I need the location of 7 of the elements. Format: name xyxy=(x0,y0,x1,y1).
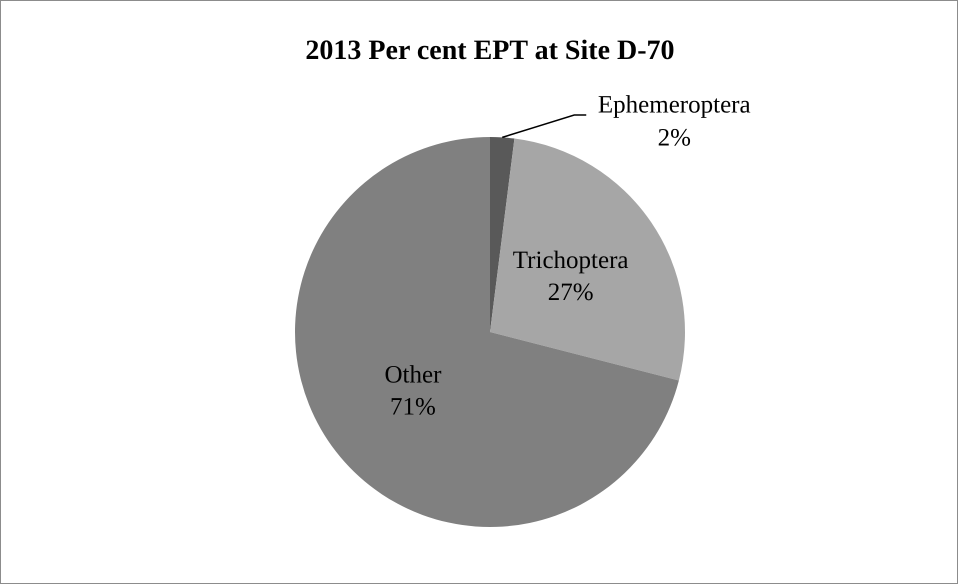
slice-label: Trichoptera xyxy=(512,246,629,274)
data-label: 2% xyxy=(658,124,691,152)
slice-label: Other xyxy=(384,361,442,388)
data-label: 27% xyxy=(548,278,594,306)
data-label: 71% xyxy=(390,393,436,420)
chart-title: 2013 Per cent EPT at Site D-70 xyxy=(304,35,676,67)
slice-label: Ephemeroptera xyxy=(598,92,751,119)
